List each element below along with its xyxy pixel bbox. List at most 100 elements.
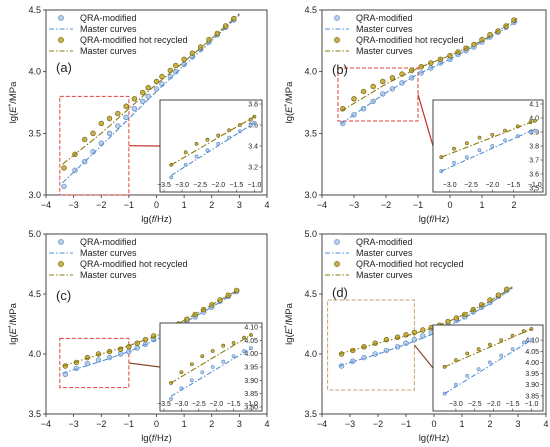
- inset-x-tick-label: −3.0: [174, 401, 188, 408]
- main-point-2-17: [495, 292, 502, 298]
- inset-point-0-3: [476, 367, 481, 372]
- main-point-0-10: [145, 93, 151, 100]
- main-point-0-4: [98, 140, 105, 146]
- x-tick-label: 4: [264, 419, 269, 429]
- inset-point-0-4: [487, 360, 492, 365]
- inset-x-tick-label: −1.0: [525, 401, 539, 408]
- inset-x-tick-label: −1.5: [506, 401, 520, 408]
- legend-label: Master curves: [356, 24, 413, 34]
- y-tick-label: 4.5: [28, 5, 41, 15]
- inset-point-0-3: [205, 148, 210, 153]
- inset-x-tick-label: −2.0: [485, 182, 499, 189]
- inset-x-tick-label: −3.0: [443, 182, 457, 189]
- y-axis-title-part: *: [284, 104, 291, 107]
- inset-point-2-2: [194, 141, 199, 146]
- main-point-0-5: [117, 351, 124, 357]
- x-tick-label: −3: [345, 419, 355, 429]
- x-axis-title-part: f: [152, 214, 156, 225]
- panel-4: −4 −3 −2 −1 0 1 2 3 43.54.04.55.0lg(f/Hz)lg(E*/M…: [284, 229, 549, 444]
- y-axis-title-part: *: [284, 325, 291, 328]
- inset-y-tick-label: 3.5: [529, 186, 539, 193]
- inset-y-tick-label: 4.1: [529, 102, 539, 109]
- inset-y-tick-label: 4.05: [244, 338, 258, 345]
- inset-y-tick-label: 3.95: [244, 365, 258, 372]
- inset-series-line-1: [444, 339, 532, 395]
- inset-y-tick-label: 3.4: [248, 144, 258, 151]
- legend-label: QRA-modified: [356, 13, 413, 23]
- inset-point-0-4: [210, 365, 215, 369]
- inset-x-tick-label: −3.5: [157, 182, 171, 189]
- main-series-line-3: [62, 288, 240, 367]
- legend-marker: [334, 37, 340, 43]
- legend-marker: [58, 261, 64, 267]
- x-tick-label: −4: [41, 200, 51, 210]
- y-axis-title-part: E: [8, 106, 19, 113]
- inset-y-tick-label: 3.85: [244, 391, 258, 398]
- main-point-0-0: [61, 183, 67, 190]
- main-point-0-0: [340, 120, 346, 127]
- x-axis-title: lg(f/Hz): [419, 433, 450, 444]
- main-point-0-8: [131, 105, 138, 112]
- main-series-line-1: [62, 14, 240, 184]
- y-tick-label: 4.5: [304, 5, 317, 15]
- inset-series-line-3: [441, 120, 535, 158]
- main-point-2-19: [511, 17, 517, 23]
- x-tick-label: −2: [373, 419, 383, 429]
- inset-plot: −3.0 −2.5 −2.0 −1.5 −1.03.85 3.90 3.95 4.00 4.05…: [432, 324, 544, 412]
- legend-label: Master curves: [356, 248, 413, 258]
- main-point-0-4: [106, 354, 113, 361]
- main-point-2-4: [98, 120, 105, 127]
- y-axis-title-part: lg(: [284, 334, 295, 345]
- main-point-2-18: [206, 36, 212, 43]
- main-point-0-6: [403, 340, 409, 346]
- x-tick-label: −3: [68, 200, 78, 210]
- x-tick-label: 2: [511, 200, 516, 210]
- inset-x-tick-label: −3.5: [157, 401, 171, 408]
- y-tick-label: 3.5: [28, 409, 41, 419]
- inset-point-2-5: [503, 128, 507, 133]
- inset-x-tick-label: −1.5: [229, 182, 243, 189]
- main-point-2-18: [504, 286, 510, 292]
- main-point-0-4: [383, 347, 390, 354]
- main-point-2-7: [123, 103, 129, 109]
- inset-x-tick-label: −3.0: [175, 182, 189, 189]
- main-point-2-4: [380, 78, 386, 85]
- y-tick-label: 3.0: [28, 190, 41, 200]
- inset-point-2-2: [465, 351, 470, 356]
- y-axis-title-part: *: [8, 104, 15, 107]
- inset-point-0-6: [510, 347, 515, 352]
- inset-point-0-2: [194, 154, 199, 159]
- main-point-0-5: [389, 86, 396, 92]
- inset-point-2-4: [210, 349, 215, 353]
- main-point-2-0: [61, 165, 67, 171]
- main-point-0-11: [153, 86, 160, 92]
- inset-y-tick-label: 3.7: [529, 158, 539, 165]
- panel-label: (d): [332, 285, 348, 300]
- y-tick-label: 4.0: [304, 67, 317, 77]
- inset-x-tick-label: −1.0: [244, 401, 258, 408]
- inset-point-0-3: [477, 148, 482, 153]
- inset-y-tick-label: 4.00: [244, 351, 258, 358]
- y-axis-title-part: lg(: [284, 112, 295, 123]
- inset-x-tick-label: −2.5: [468, 401, 482, 408]
- y-tick-label: 3.5: [304, 128, 317, 138]
- y-axis-title-part: /MPa: [8, 302, 19, 325]
- x-tick-label: 1: [479, 200, 484, 210]
- x-tick-label: −2: [96, 200, 106, 210]
- y-axis-title-part: lg(: [8, 334, 19, 345]
- y-tick-label: 3.5: [304, 409, 317, 419]
- inset-point-2-1: [183, 150, 188, 155]
- main-point-2-17: [198, 44, 204, 50]
- x-tick-label: 0: [154, 419, 159, 429]
- inset-x-tick-label: −2.5: [464, 182, 478, 189]
- inset-y-tick-label: 3.2: [248, 165, 258, 172]
- inset-y-tick-label: 3.95: [525, 371, 539, 378]
- inset-x-tick-label: −2.0: [211, 182, 225, 189]
- main-point-2-10: [145, 84, 151, 91]
- inset-frame: [432, 99, 544, 193]
- inset-x-tick-label: −3.0: [449, 401, 463, 408]
- y-tick-label: 4.0: [28, 349, 41, 359]
- inset-y-tick-label: 3.8: [529, 144, 539, 151]
- y-axis-title-part: E: [8, 327, 19, 334]
